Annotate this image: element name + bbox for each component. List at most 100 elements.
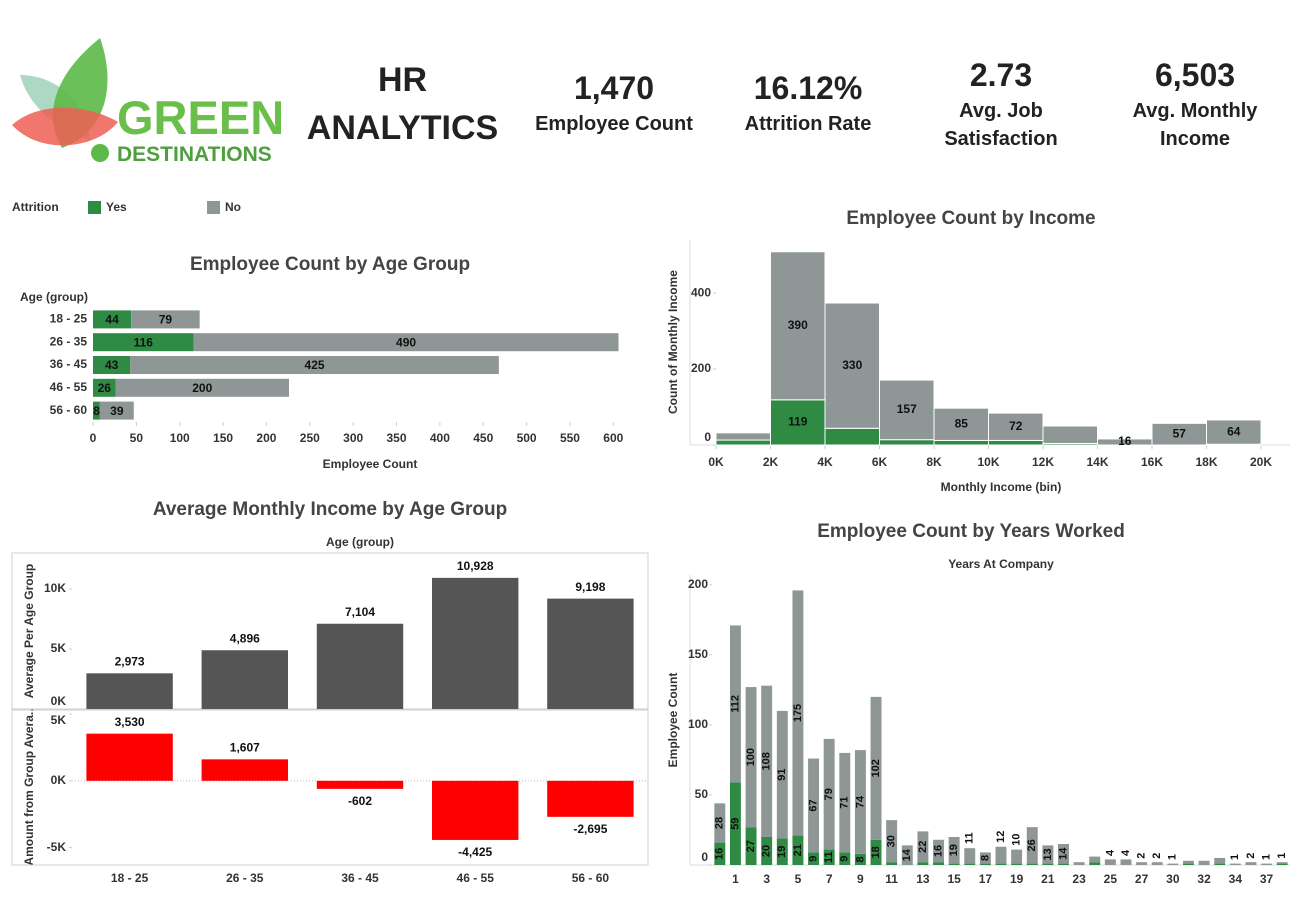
- x-tick-label: 37: [1260, 872, 1274, 886]
- pane-frame: [11, 709, 649, 866]
- y-tick-label: 100: [688, 717, 708, 731]
- bar: [1058, 843, 1069, 864]
- bar-label: 425: [305, 358, 325, 372]
- y-tick-label: 0K: [51, 694, 67, 708]
- bar-label: 19: [948, 844, 960, 856]
- bar: [1245, 862, 1257, 865]
- chart-title: Employee Count by Income: [846, 208, 1095, 229]
- bar: [948, 863, 960, 865]
- x-tick-label: 600: [603, 431, 623, 445]
- x-tick-label: 25: [1104, 872, 1118, 886]
- bar: [964, 848, 976, 864]
- bar-label: -602: [348, 794, 372, 808]
- bar-label: 175: [792, 704, 804, 722]
- bar: [432, 780, 519, 840]
- bar-label: 112: [729, 695, 741, 713]
- bar-label: 16: [1118, 434, 1132, 448]
- bar-label: 100: [745, 748, 757, 766]
- kpi-value: 16.12%: [753, 70, 863, 106]
- bar: [745, 827, 757, 865]
- histogram-bar: [879, 379, 935, 441]
- bar: [792, 590, 804, 836]
- x-axis-label: Monthly Income (bin): [941, 480, 1062, 494]
- bar: [316, 780, 404, 789]
- y-tick-label: 36 - 45: [50, 357, 88, 371]
- bar-label: 27: [745, 840, 757, 852]
- bar-label: 18: [870, 846, 882, 858]
- bar: [933, 839, 944, 863]
- logo: GREEN DESTINATIONS: [12, 38, 284, 166]
- bar-label: 9: [839, 856, 851, 862]
- bar: [839, 752, 851, 853]
- bar: [1261, 863, 1273, 865]
- x-tick-label: 9: [857, 872, 864, 886]
- bar: [761, 685, 773, 837]
- bar-label: 21: [792, 844, 804, 856]
- y-tick-label: 0K: [51, 773, 67, 787]
- x-tick-label: 500: [517, 431, 537, 445]
- histogram-bar: [824, 302, 880, 429]
- bar-label: 10,928: [457, 559, 494, 573]
- bar-label: 2: [1245, 853, 1257, 859]
- bar: [714, 842, 726, 865]
- y-tick-label: 10K: [44, 581, 66, 595]
- bar-segment: [99, 401, 134, 420]
- x-tick-label: 18 - 25: [111, 871, 149, 885]
- x-tick-label: 4K: [817, 455, 833, 469]
- bar: [1214, 857, 1226, 864]
- bar-label: 102: [870, 759, 882, 777]
- bar-label: 28: [714, 817, 726, 829]
- logo-text: DESTINATIONS: [117, 143, 272, 166]
- bar: [1151, 862, 1163, 865]
- x-tick-label: 11: [885, 872, 898, 886]
- bar-label: 390: [788, 318, 808, 332]
- bar-label: 9: [807, 856, 819, 862]
- bar: [964, 863, 976, 865]
- bar: [933, 862, 944, 865]
- x-tick-label: 50: [130, 431, 144, 445]
- x-tick-label: 7: [826, 872, 833, 886]
- histogram-bar: [824, 427, 880, 446]
- bar-label: 1: [1276, 853, 1288, 859]
- kpi-value: 1,470: [573, 70, 655, 106]
- bar: [1026, 827, 1038, 864]
- bar-label: 157: [897, 402, 917, 416]
- bar-label: 19: [776, 846, 788, 858]
- x-tick-label: 550: [560, 431, 580, 445]
- bar-label: 13: [1042, 848, 1054, 860]
- bar: [1089, 856, 1101, 863]
- bar-label: 16: [714, 848, 726, 860]
- bar-label: 79: [823, 788, 835, 800]
- bar: [714, 803, 726, 843]
- y-tick-label: 0: [704, 430, 711, 444]
- y-tick-label: 150: [688, 647, 708, 661]
- bar-label: 11: [964, 832, 976, 844]
- bar-label: 2: [1136, 853, 1148, 859]
- kpi-label: Avg. Job Satisfaction: [944, 100, 1058, 150]
- bar: [1089, 862, 1101, 865]
- histogram-bar: [933, 439, 989, 446]
- bar-label: -2,695: [573, 822, 607, 836]
- y-tick-label: 200: [691, 361, 711, 375]
- histogram-bar: [988, 439, 1044, 446]
- bar: [1229, 863, 1241, 865]
- bar: [948, 836, 960, 864]
- y-tick-label: 5K: [51, 713, 67, 727]
- bar-label: 43: [105, 358, 119, 372]
- dashboard-title: HR ANALYTICS: [306, 61, 499, 147]
- logo-leaf: [12, 107, 118, 146]
- bar-label: 10: [1011, 833, 1023, 845]
- bar-label: 16: [932, 845, 944, 857]
- x-tick-label: 200: [256, 431, 276, 445]
- bar: [1042, 863, 1054, 865]
- bar-label: 1: [1229, 854, 1241, 860]
- bar-label: 72: [1009, 419, 1023, 433]
- bar-label: 71: [839, 797, 851, 809]
- x-tick-label: 36 - 45: [341, 871, 379, 885]
- bar-segment: [93, 378, 116, 397]
- bar: [979, 863, 991, 865]
- bar: [917, 831, 929, 863]
- bar: [1104, 859, 1116, 865]
- x-tick-label: 20K: [1250, 455, 1272, 469]
